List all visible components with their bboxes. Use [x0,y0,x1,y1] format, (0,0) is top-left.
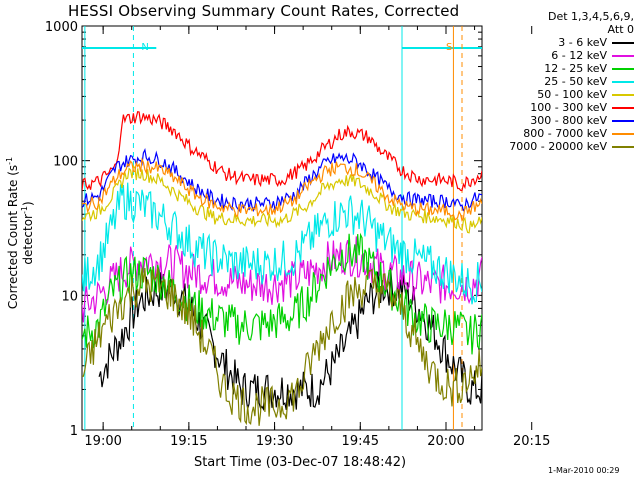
legend-swatch [612,54,634,57]
series-line-5 [82,110,482,192]
plot-frame [81,25,483,431]
legend-label: 7000 - 20000 keV [509,140,607,153]
y-tick-label: 100 [53,155,78,170]
x-tick-label: 19:00 [84,434,121,449]
legend-swatch [612,119,634,122]
legend-entry: 300 - 800 keV [484,114,634,127]
legend-entry: 25 - 50 keV [484,75,634,88]
series-line-4 [82,164,482,234]
legend-label: 300 - 800 keV [530,114,607,127]
legend-entry: 12 - 25 keV [484,62,634,75]
series-line-3 [82,182,482,305]
y-tick-label: 1000 [45,20,78,35]
series-line-1 [82,236,482,323]
legend-label: 6 - 12 keV [551,49,607,62]
marker-label: N [141,42,148,53]
legend-swatch [612,67,634,70]
series-line-7 [82,157,482,222]
legend-swatch [612,41,634,44]
legend-label: 3 - 6 keV [558,36,607,49]
legend-entry: 3 - 6 keV [484,36,634,49]
marker-label: S [446,42,452,53]
chart-title: HESSI Observing Summary Count Rates, Cor… [68,2,460,20]
y-tick-label: 10 [61,289,78,304]
y-axis-label: Corrected Count Rate (s-1 detector-1) [5,156,35,310]
legend-entry: 6 - 12 keV [484,49,634,62]
legend-swatch [612,80,634,83]
x-tick-label: 19:30 [256,434,293,449]
series-line-6 [82,147,482,213]
legend-header-line-1: Det 1,3,4,5,6,9, [547,10,634,23]
legend: Det 1,3,4,5,6,9, Att 0 3 - 6 keV 6 - 12 k… [484,10,634,153]
legend-swatch [612,132,634,135]
y-tick-label: 1 [70,424,78,439]
legend-entry: 100 - 300 keV [484,101,634,114]
legend-label: 12 - 25 keV [544,62,607,75]
x-tick-label: 19:45 [342,434,379,449]
legend-entry: 50 - 100 keV [484,88,634,101]
x-axis-label: Start Time (03-Dec-07 18:48:42) [193,455,407,470]
series-line-0 [98,267,482,412]
legend-swatch [612,106,634,109]
legend-swatch [612,145,634,148]
x-tick-label: 19:15 [170,434,207,449]
timestamp: 1-Mar-2010 00:29 [548,466,620,475]
legend-entry: 800 - 7000 keV [484,127,634,140]
series-line-8 [82,267,482,426]
legend-label: 50 - 100 keV [537,88,607,101]
x-tick-label: 20:15 [513,434,550,449]
legend-label: 25 - 50 keV [544,75,607,88]
legend-swatch [612,93,634,96]
x-tick-label: 20:00 [427,434,464,449]
legend-label: 100 - 300 keV [530,101,607,114]
legend-label: 800 - 7000 keV [523,127,607,140]
legend-entry: 7000 - 20000 keV [484,140,634,153]
legend-header-line-2: Att 0 [607,23,634,36]
